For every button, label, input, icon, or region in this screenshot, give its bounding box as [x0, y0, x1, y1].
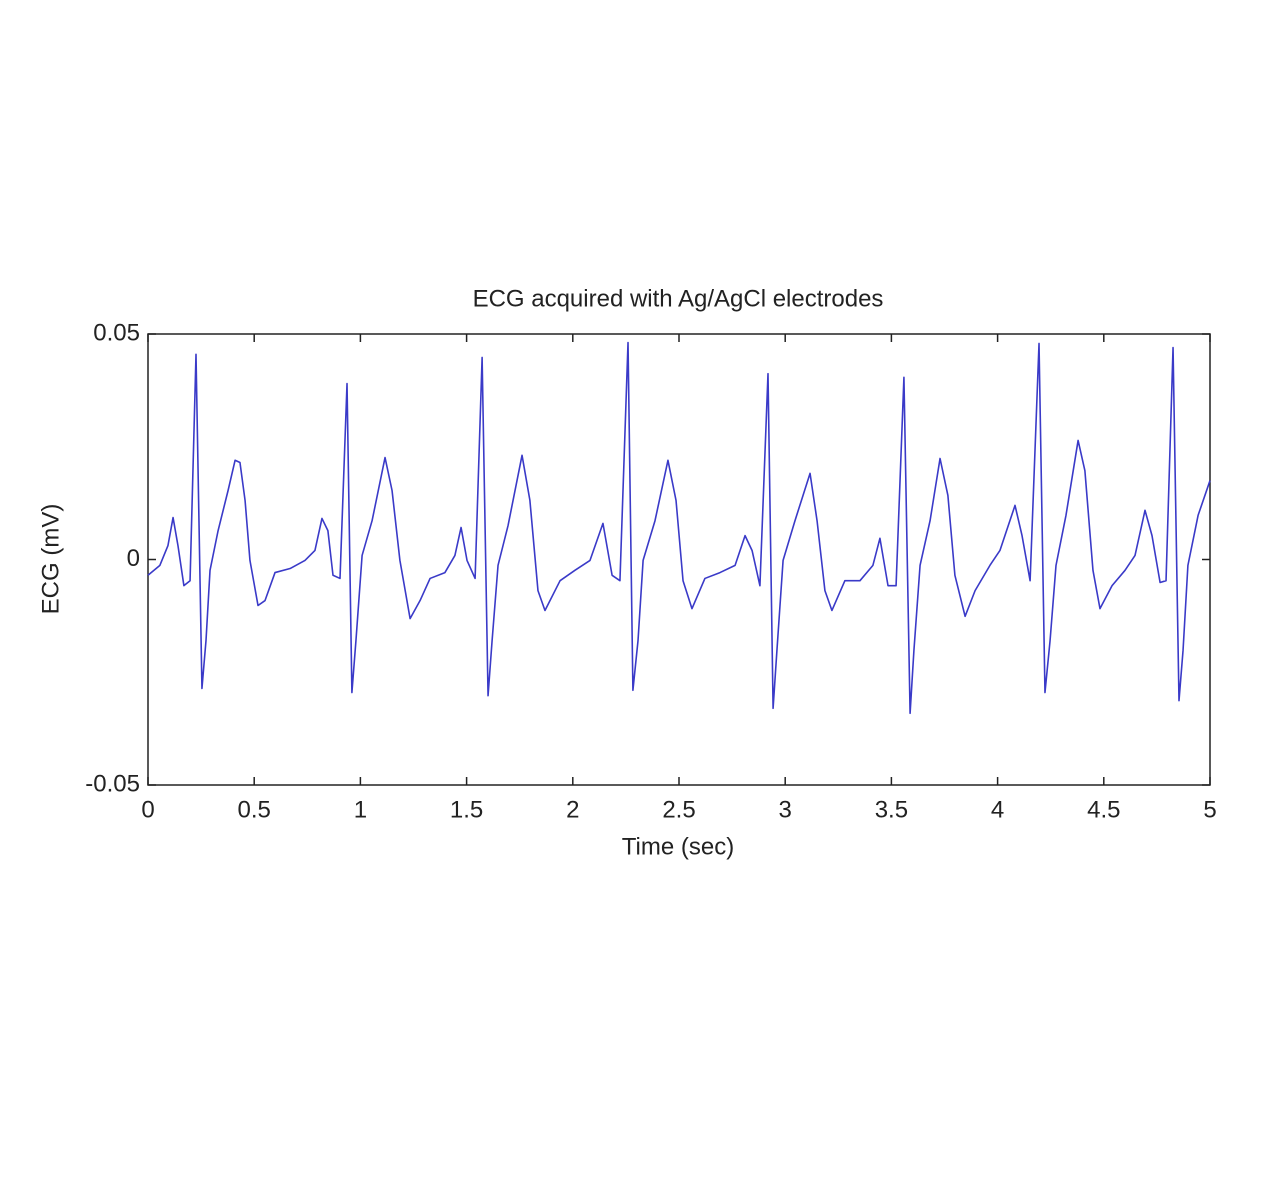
x-tick-label: 3.5 [875, 796, 908, 823]
ecg-line [147, 341, 1211, 715]
y-tick-label: -0.05 [85, 770, 140, 797]
x-tick-label: 5 [1203, 796, 1216, 823]
x-tick-label: 0 [141, 796, 154, 823]
x-axis-label: Time (sec) [622, 833, 734, 860]
x-tick-label: 4.5 [1087, 796, 1120, 823]
x-tick-label: 2.5 [662, 796, 695, 823]
x-tick-label: 0.5 [238, 796, 271, 823]
x-tick-label: 4 [991, 796, 1004, 823]
y-tick-label: 0 [127, 545, 140, 572]
plot-frame [147, 333, 1211, 786]
x-tick-label: 2 [566, 796, 579, 823]
x-tick-label: 3 [779, 796, 792, 823]
chart-title: ECG acquired with Ag/AgCl electrodes [473, 285, 884, 312]
y-tick-label: 0.05 [93, 319, 140, 346]
x-tick-label: 1 [354, 796, 367, 823]
x-tick-label: 1.5 [450, 796, 483, 823]
y-axis-label: ECG (mV) [37, 504, 64, 615]
